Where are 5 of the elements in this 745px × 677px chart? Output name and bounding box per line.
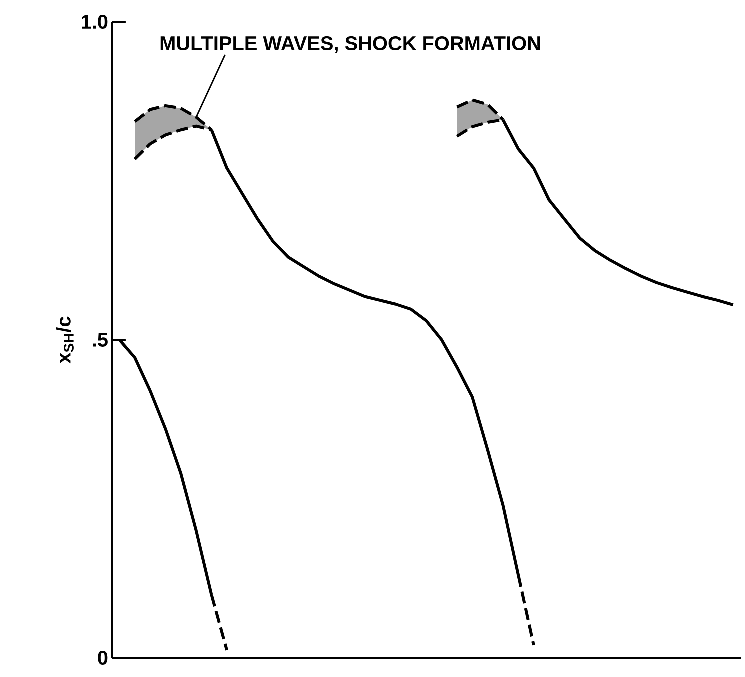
y-axis-title: x$_{SH}$/c bbox=[56, 316, 74, 364]
y-tick-label: 0 bbox=[98, 650, 108, 666]
annotation: MULTIPLE WAVES, SHOCK FORMATION bbox=[160, 36, 540, 54]
y-tick-label: .5 bbox=[93, 333, 108, 347]
y-tick-label: 1.0 bbox=[82, 14, 108, 30]
